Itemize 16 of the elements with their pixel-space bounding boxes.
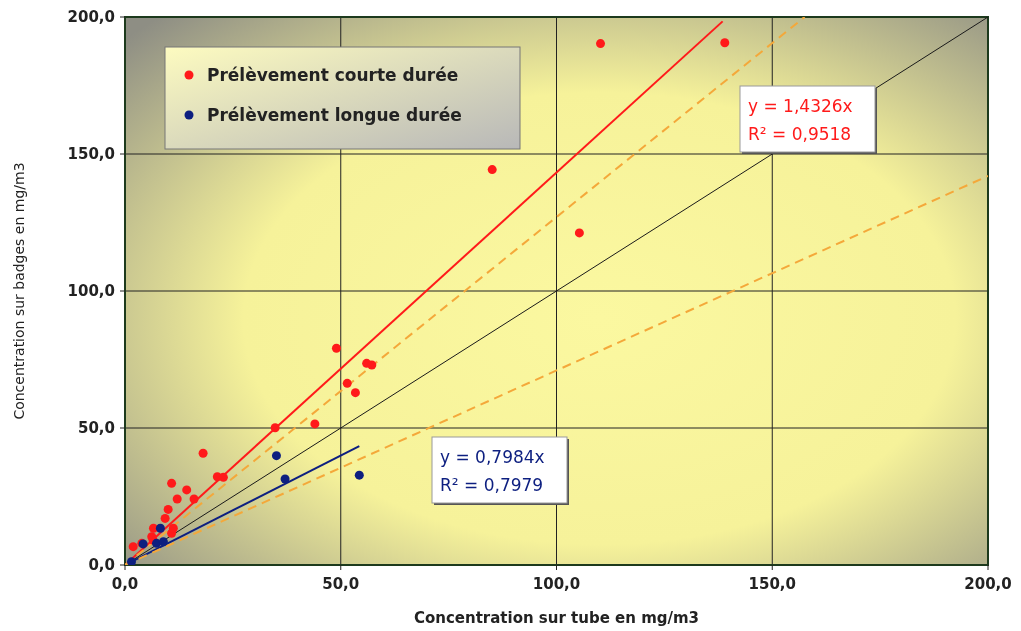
legend-label: Prélèvement longue durée <box>207 105 462 125</box>
legend-label: Prélèvement courte durée <box>207 65 459 85</box>
x-tick-label: 150,0 <box>748 575 796 593</box>
x-tick-label: 0,0 <box>111 575 139 593</box>
x-tick-label: 50,0 <box>322 575 360 593</box>
y-tick-label: 0,0 <box>88 556 115 574</box>
y-tick-label: 200,0 <box>67 8 115 26</box>
y-tick-label: 100,0 <box>67 282 115 300</box>
annotation: y = 0,7984x R² = 0,7979 <box>440 447 545 495</box>
y-tick-label: 150,0 <box>67 145 115 163</box>
x-tick-label: 100,0 <box>532 575 581 593</box>
y-axis-title: Concentration sur badges en mg/m3 <box>11 162 27 420</box>
x-tick-label: 200,0 <box>964 575 1012 593</box>
y-tick-label: 50,0 <box>77 419 115 437</box>
x-axis-title: Concentration sur tube en mg/m3 <box>413 609 700 627</box>
annotation: y = 1,4326x R² = 0,9518 <box>748 96 853 144</box>
